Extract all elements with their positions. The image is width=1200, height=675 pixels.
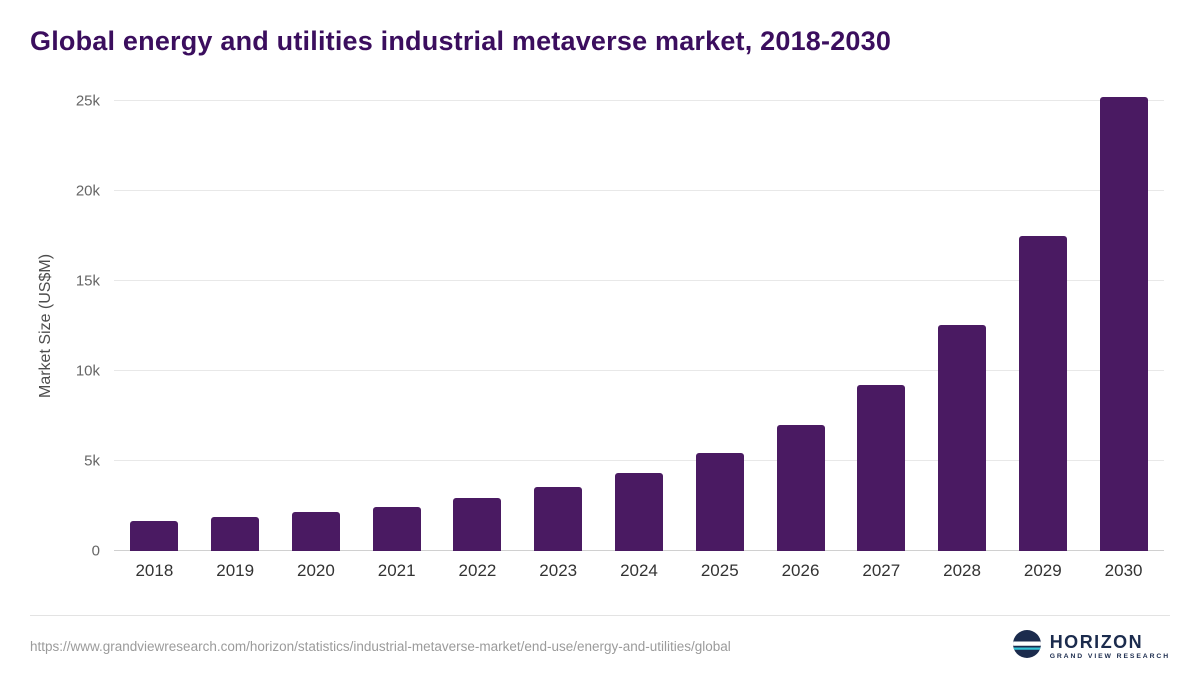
bar-slot [114,101,195,551]
chart-area: Market Size (US$M) 0 5k 10k 15k 20k 25k [34,93,1164,560]
gridline [114,370,1164,371]
x-tick-label: 2030 [1104,561,1143,580]
plot-area: 0 5k 10k 15k 20k 25k [76,93,1164,560]
x-axis-labels: 2018 2019 2020 2021 2022 2023 2024 2025 2026 2027… [114,561,1164,581]
bar-2022 [453,497,502,551]
bars [114,96,1164,551]
bar-slot [276,101,357,551]
x-slot: 2028 [922,561,1003,581]
y-tick-label: 0 [91,542,100,560]
bar-2020 [291,512,340,551]
y-tick-label: 10k [75,362,100,380]
x-tick-label: 2023 [539,561,578,580]
bar-slot [841,101,922,551]
x-slot: 2019 [195,561,276,581]
bar-slot [518,101,599,551]
bar-slot [760,101,841,551]
horizon-logo: HORIZON GRAND VIEW RESEARCH [1012,630,1170,663]
x-slot: 2030 [1083,561,1164,581]
bar-slot [599,101,680,551]
gridline [114,190,1164,191]
bar-2029 [1018,236,1067,551]
x-slot: 2025 [679,561,760,581]
chart-title: Global energy and utilities industrial m… [30,26,892,56]
bar-2030 [1099,96,1148,551]
x-slot: 2027 [841,561,922,581]
x-tick-label: 2029 [1023,561,1062,580]
bar-slot [356,101,437,551]
x-tick-label: 2021 [377,561,416,580]
x-tick-label: 2022 [458,561,497,580]
logo-text: HORIZON GRAND VIEW RESEARCH [1050,633,1170,661]
bar-2026 [776,425,825,551]
y-tick-label: 25k [75,92,100,110]
source-url: https://www.grandviewresearch.com/horizo… [30,639,731,654]
x-tick-label: 2019 [216,561,255,580]
x-slot: 2022 [437,561,518,581]
bar-2018 [130,521,179,551]
x-slot: 2026 [760,561,841,581]
gridline [114,460,1164,461]
gridline [114,100,1164,101]
x-tick-label: 2024 [620,561,658,580]
x-slot: 2020 [276,561,357,581]
bar-2023 [534,487,583,551]
x-tick-label: 2018 [135,561,174,580]
bar-slot [1002,101,1083,551]
bar-2024 [614,472,663,551]
bar-slot [195,101,276,551]
logo-subtitle: GRAND VIEW RESEARCH [1049,652,1170,660]
x-slot: 2021 [356,561,437,581]
bar-slot [922,101,1003,551]
y-axis-label: Market Size (US$M) [37,253,54,399]
gridline [114,280,1164,281]
x-tick-label: 2020 [297,561,335,580]
x-tick-label: 2027 [862,561,901,580]
x-slot: 2024 [599,561,680,581]
y-tick-label: 20k [75,182,100,200]
bar-slot [679,101,760,551]
horizon-logo-icon [1012,630,1041,663]
bar-slot [437,101,518,551]
x-slot: 2023 [518,561,599,581]
bar-2021 [372,506,421,551]
logo-title: HORIZON [1049,631,1144,652]
x-tick-label: 2025 [700,561,739,580]
y-tick-label: 15k [75,272,100,290]
footer: https://www.grandviewresearch.com/horizo… [30,615,1170,663]
y-tick-label: 5k [84,452,100,470]
x-tick-label: 2028 [943,561,981,580]
x-slot: 2029 [1002,561,1083,581]
bar-2027 [857,384,906,551]
bar-2028 [938,325,987,551]
bar-2025 [695,452,744,551]
x-slot: 2018 [114,561,195,581]
bar-2019 [211,516,260,551]
x-tick-label: 2026 [781,561,820,580]
bar-slot [1083,96,1164,551]
